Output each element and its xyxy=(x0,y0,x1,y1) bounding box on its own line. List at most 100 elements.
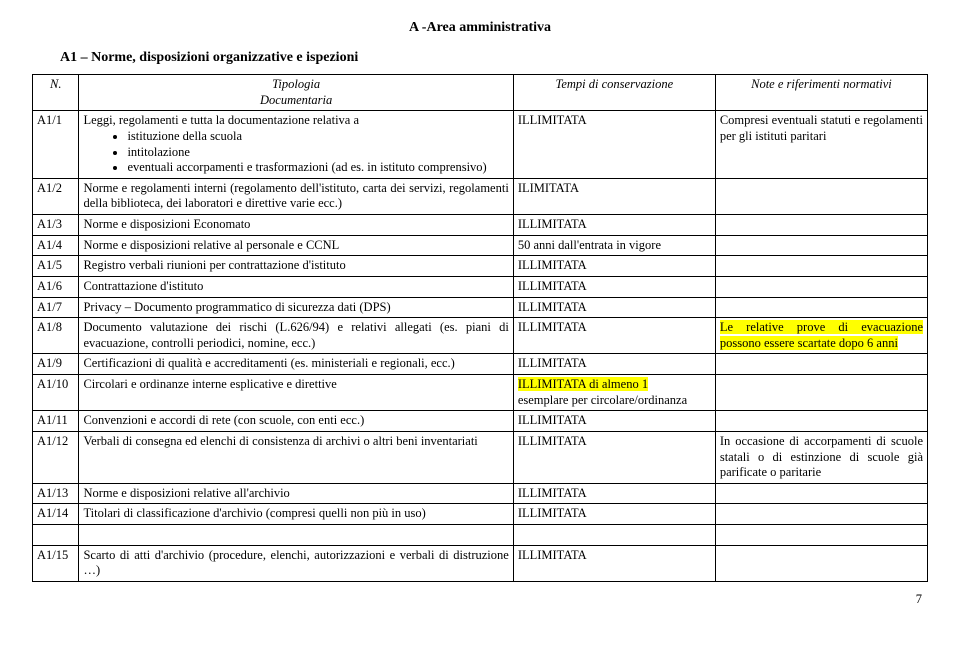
desc-bullet: intitolazione xyxy=(127,145,508,161)
cell-tempi: ILLIMITATA xyxy=(513,297,715,318)
area-title: A -Area amministrativa xyxy=(32,20,928,36)
cell-tempi: ILLIMITATA xyxy=(513,545,715,581)
cell-n: A1/11 xyxy=(33,411,79,432)
table-row: A1/14Titolari di classificazione d'archi… xyxy=(33,504,928,525)
table-row: A1/3Norme e disposizioni EconomatoILLIMI… xyxy=(33,215,928,236)
table-header-row: N. Tipologia Documentaria Tempi di conse… xyxy=(33,75,928,111)
th-tipologia-line1: Tipologia xyxy=(83,77,508,93)
cell-desc: Certificazioni di qualità e accreditamen… xyxy=(79,354,513,375)
cell-note xyxy=(715,375,927,411)
cell-desc: Leggi, regolamenti e tutta la documentaz… xyxy=(79,111,513,179)
table-row: A1/1Leggi, regolamenti e tutta la docume… xyxy=(33,111,928,179)
cell-tempi: ILLIMITATA xyxy=(513,431,715,483)
cell-note xyxy=(715,256,927,277)
cell-n: A1/8 xyxy=(33,318,79,354)
cell-n: A1/5 xyxy=(33,256,79,277)
desc-bullet: eventuali accorpamenti e trasformazioni … xyxy=(127,160,508,176)
cell-tempi: ILLIMITATA xyxy=(513,504,715,525)
cell-tempi: ILLIMITATA xyxy=(513,215,715,236)
cell-note: Compresi eventuali statuti e regolamenti… xyxy=(715,111,927,179)
table-row: A1/2Norme e regolamenti interni (regolam… xyxy=(33,178,928,214)
cell-tempi: ILLIMITATA xyxy=(513,483,715,504)
cell-tempi: ILIMITATA xyxy=(513,178,715,214)
th-tipologia-line2: Documentaria xyxy=(83,93,508,109)
cell-note: Le relative prove di evacuazione possono… xyxy=(715,318,927,354)
table-row: A1/11Convenzioni e accordi di rete (con … xyxy=(33,411,928,432)
cell-note xyxy=(715,276,927,297)
cell-desc: Titolari di classificazione d'archivio (… xyxy=(79,504,513,525)
cell-desc: Privacy – Documento programmatico di sic… xyxy=(79,297,513,318)
cell-tempi: ILLIMITATA xyxy=(513,256,715,277)
tempi-plain: esemplare per circolare/ordinanza xyxy=(518,393,687,407)
desc-bullets: istituzione della scuolaintitolazioneeve… xyxy=(83,129,508,176)
th-n: N. xyxy=(33,75,79,111)
tempi-hl: di almeno 1 xyxy=(586,377,648,391)
cell-tempi: ILLIMITATA xyxy=(513,411,715,432)
cell-note xyxy=(715,215,927,236)
cell-note xyxy=(715,235,927,256)
cell-desc: Verbali di consegna ed elenchi di consis… xyxy=(79,431,513,483)
cell-n: A1/2 xyxy=(33,178,79,214)
cell-tempi: 50 anni dall'entrata in vigore xyxy=(513,235,715,256)
cell-note xyxy=(715,504,927,525)
table-row: A1/13Norme e disposizioni relative all'a… xyxy=(33,483,928,504)
cell-n: A1/10 xyxy=(33,375,79,411)
th-tipologia: Tipologia Documentaria xyxy=(79,75,513,111)
cell-n: A1/15 xyxy=(33,545,79,581)
spacer-cell xyxy=(715,525,927,546)
cell-tempi: ILLIMITATA di almeno 1 esemplare per cir… xyxy=(513,375,715,411)
cell-n: A1/1 xyxy=(33,111,79,179)
cell-n: A1/3 xyxy=(33,215,79,236)
cell-desc: Norme e disposizioni relative al persona… xyxy=(79,235,513,256)
spacer-cell xyxy=(33,525,79,546)
table-row: A1/5Registro verbali riunioni per contra… xyxy=(33,256,928,277)
cell-desc: Documento valutazione dei rischi (L.626/… xyxy=(79,318,513,354)
cell-note xyxy=(715,178,927,214)
note-hl: Le relative prove di evacuazione possono… xyxy=(720,320,923,350)
cell-note xyxy=(715,411,927,432)
spacer-cell xyxy=(513,525,715,546)
cell-n: A1/12 xyxy=(33,431,79,483)
cell-note xyxy=(715,545,927,581)
table-row: A1/6Contrattazione d'istitutoILLIMITATA xyxy=(33,276,928,297)
cell-n: A1/14 xyxy=(33,504,79,525)
tempi-hl: ILLIMITATA xyxy=(518,377,586,391)
table-body: A1/1Leggi, regolamenti e tutta la docume… xyxy=(33,111,928,582)
th-note: Note e riferimenti normativi xyxy=(715,75,927,111)
cell-n: A1/9 xyxy=(33,354,79,375)
cell-tempi: ILLIMITATA xyxy=(513,276,715,297)
main-table: N. Tipologia Documentaria Tempi di conse… xyxy=(32,74,928,582)
cell-tempi: ILLIMITATA xyxy=(513,111,715,179)
section-title: A1 – Norme, disposizioni organizzative e… xyxy=(60,50,928,66)
cell-n: A1/4 xyxy=(33,235,79,256)
cell-desc: Convenzioni e accordi di rete (con scuol… xyxy=(79,411,513,432)
table-row: A1/4Norme e disposizioni relative al per… xyxy=(33,235,928,256)
desc-bullet: istituzione della scuola xyxy=(127,129,508,145)
cell-desc: Contrattazione d'istituto xyxy=(79,276,513,297)
cell-tempi: ILLIMITATA xyxy=(513,318,715,354)
table-row: A1/8Documento valutazione dei rischi (L.… xyxy=(33,318,928,354)
cell-note xyxy=(715,483,927,504)
table-row: A1/9Certificazioni di qualità e accredit… xyxy=(33,354,928,375)
page-number: 7 xyxy=(32,592,928,607)
cell-desc: Norme e disposizioni relative all'archiv… xyxy=(79,483,513,504)
cell-n: A1/7 xyxy=(33,297,79,318)
desc-intro: Leggi, regolamenti e tutta la documentaz… xyxy=(83,113,508,129)
cell-desc: Norme e regolamenti interni (regolamento… xyxy=(79,178,513,214)
table-row: A1/15Scarto di atti d'archivio (procedur… xyxy=(33,545,928,581)
cell-n: A1/13 xyxy=(33,483,79,504)
cell-note xyxy=(715,354,927,375)
cell-note xyxy=(715,297,927,318)
cell-note: In occasione di accorpamenti di scuole s… xyxy=(715,431,927,483)
table-row: A1/10Circolari e ordinanze interne espli… xyxy=(33,375,928,411)
spacer-row xyxy=(33,525,928,546)
spacer-cell xyxy=(79,525,513,546)
cell-desc: Norme e disposizioni Economato xyxy=(79,215,513,236)
cell-desc: Registro verbali riunioni per contrattaz… xyxy=(79,256,513,277)
cell-tempi: ILLIMITATA xyxy=(513,354,715,375)
table-row: A1/7Privacy – Documento programmatico di… xyxy=(33,297,928,318)
table-row: A1/12Verbali di consegna ed elenchi di c… xyxy=(33,431,928,483)
cell-desc: Circolari e ordinanze interne esplicativ… xyxy=(79,375,513,411)
cell-n: A1/6 xyxy=(33,276,79,297)
cell-desc: Scarto di atti d'archivio (procedure, el… xyxy=(79,545,513,581)
